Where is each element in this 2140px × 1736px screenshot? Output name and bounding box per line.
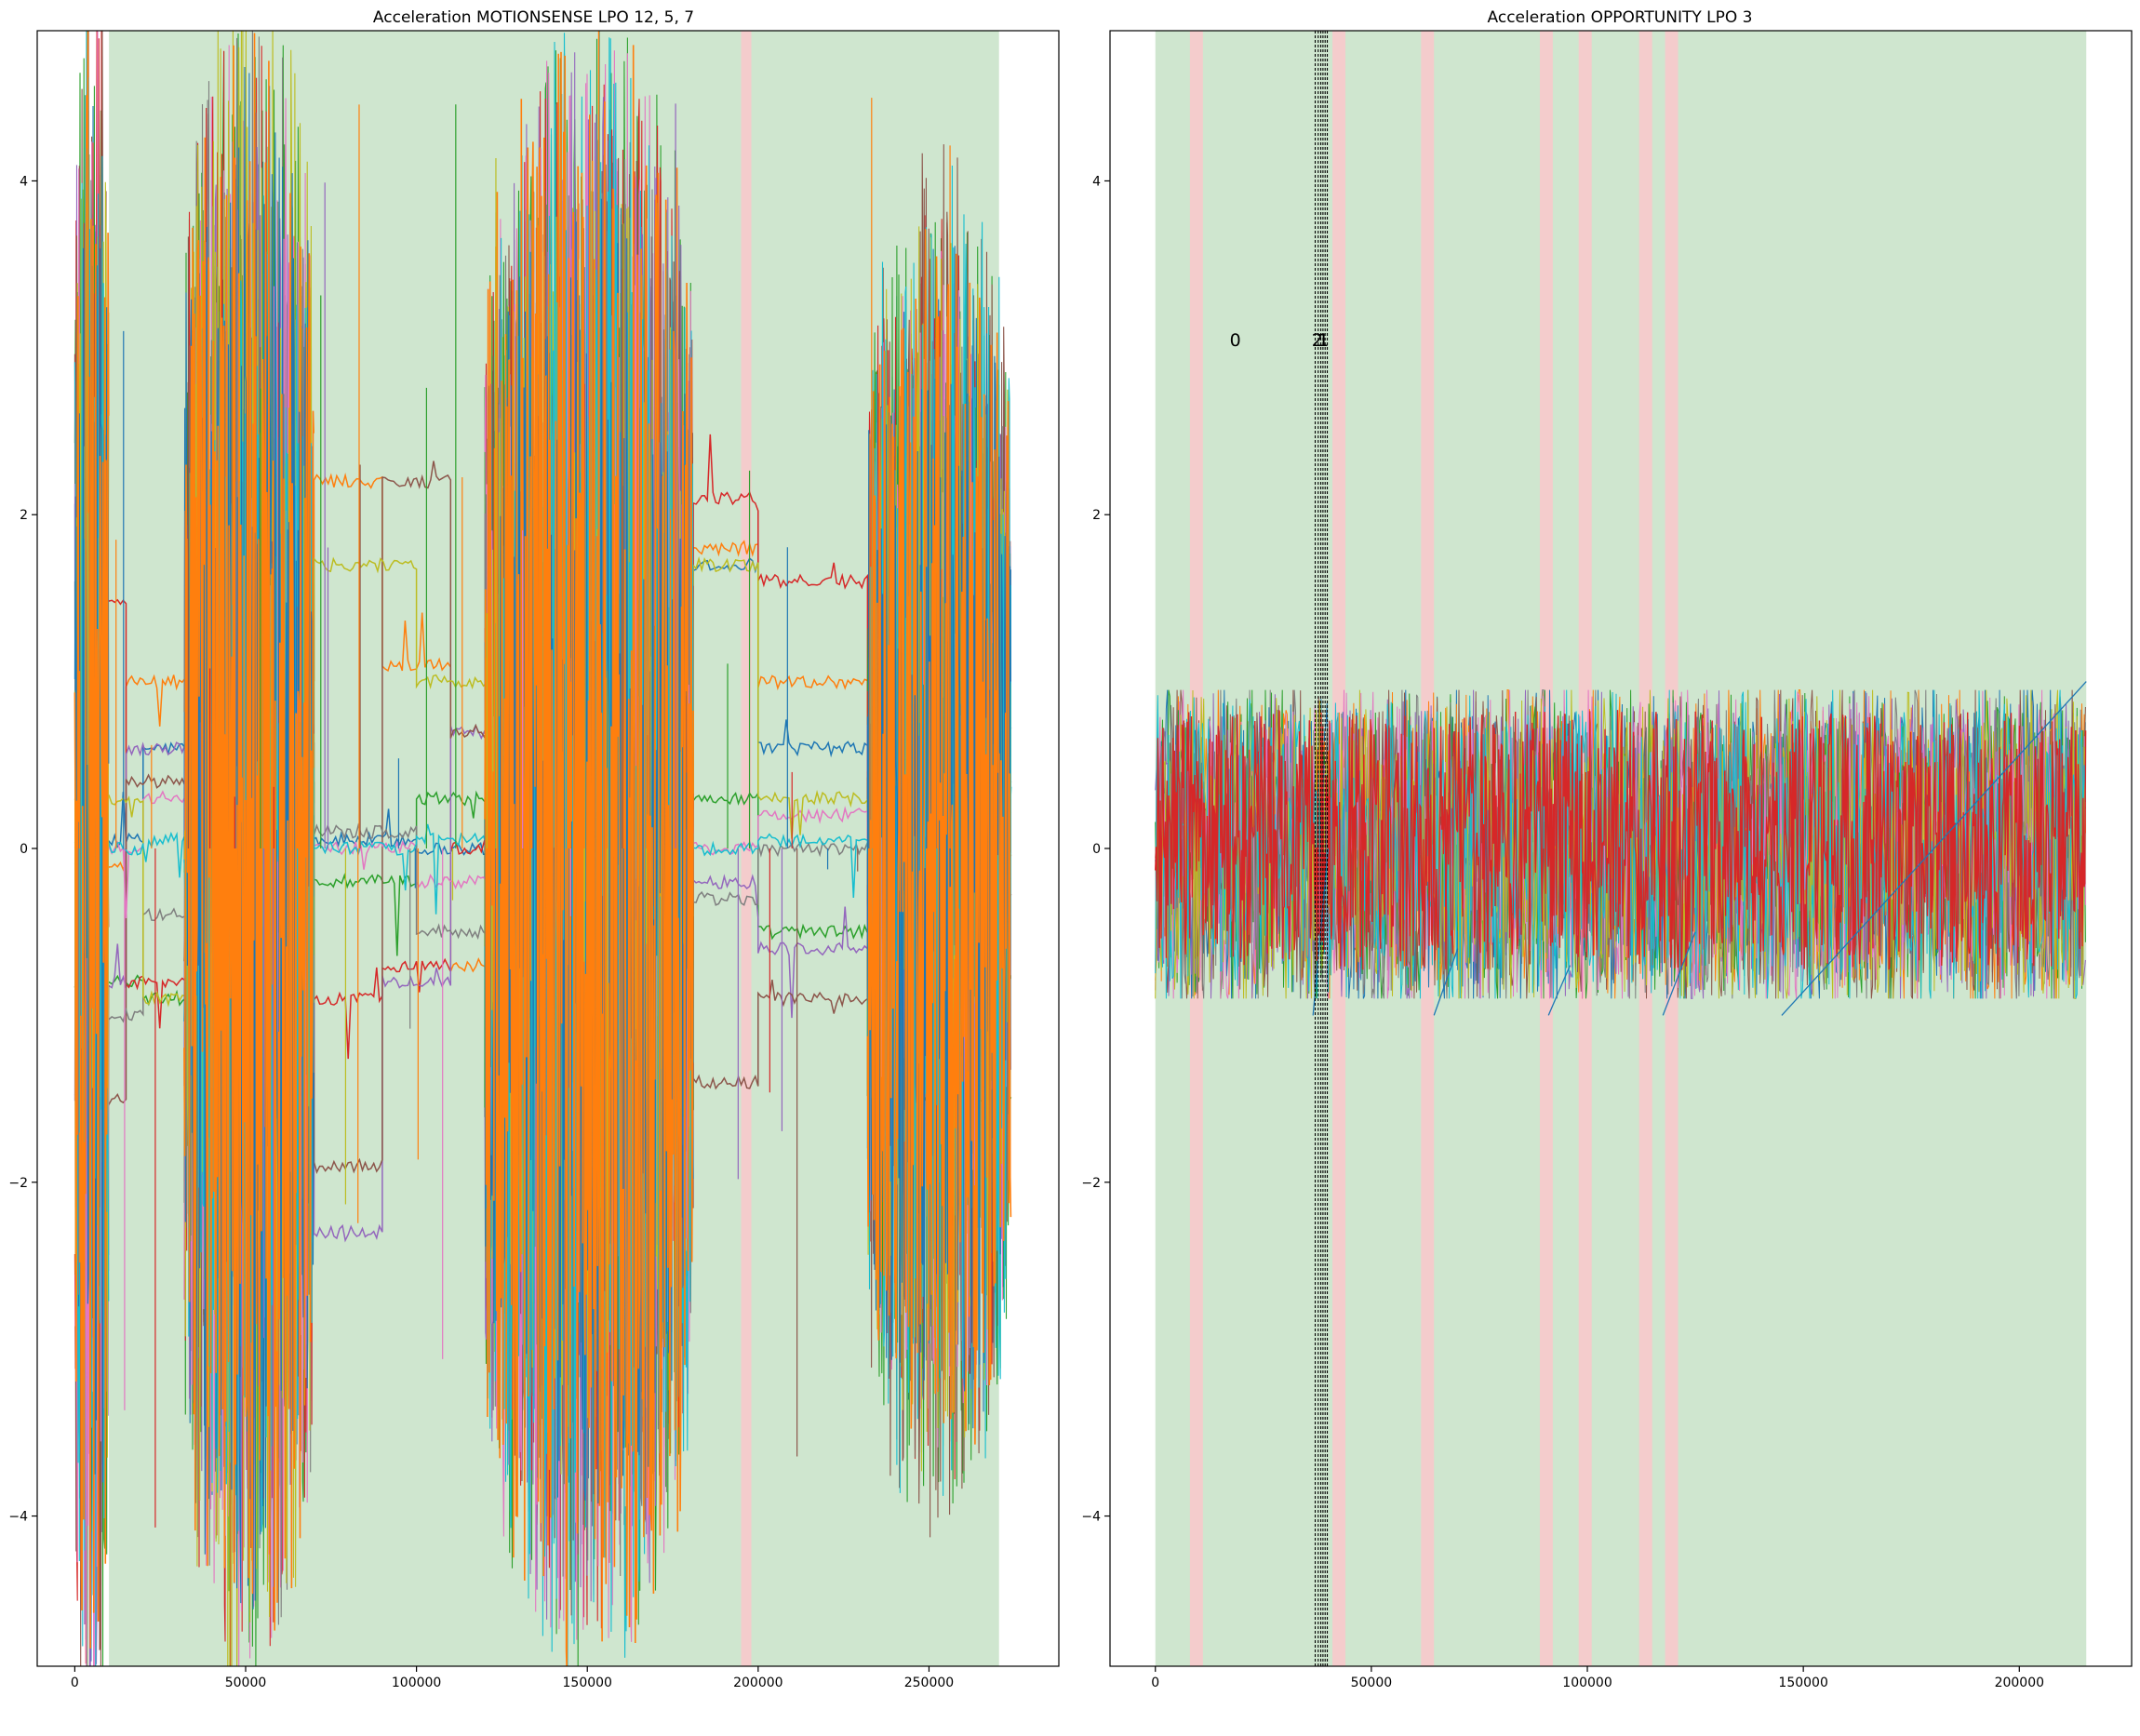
noise-trace bbox=[1155, 710, 2087, 970]
ramp-line bbox=[1781, 681, 2087, 1016]
x-tick-label: 50000 bbox=[225, 1676, 267, 1690]
burst-trace bbox=[484, 31, 694, 1666]
x-tick-label: 150000 bbox=[563, 1676, 612, 1690]
x-tick-label: 250000 bbox=[904, 1676, 954, 1690]
chart-title: Acceleration MOTIONSENSE LPO 12, 5, 7 bbox=[373, 8, 694, 27]
y-tick-label: 4 bbox=[1092, 174, 1101, 189]
ramp-line bbox=[1433, 948, 1459, 1016]
y-tick-label: −2 bbox=[1081, 1176, 1101, 1191]
y-tick-label: 4 bbox=[20, 174, 28, 189]
annotation-label: 1 bbox=[1317, 330, 1329, 351]
x-tick-label: 200000 bbox=[1995, 1676, 2044, 1690]
annotation-label: 2 bbox=[1312, 330, 1323, 351]
burst-trace bbox=[866, 229, 1012, 1445]
y-tick-label: −4 bbox=[1081, 1510, 1101, 1525]
ramp-line bbox=[1662, 931, 1696, 1016]
burst-trace bbox=[866, 299, 1011, 1392]
chart-title: Acceleration OPPORTUNITY LPO 3 bbox=[1488, 8, 1753, 27]
x-tick-label: 200000 bbox=[733, 1676, 782, 1690]
y-tick-label: 0 bbox=[1092, 842, 1101, 857]
annotation-label: 0 bbox=[1230, 330, 1241, 351]
chart-panel-opportunity: Acceleration OPPORTUNITY LPO 3 0 50000 100… bbox=[1081, 8, 2133, 1690]
x-tick-label: 150000 bbox=[1778, 1676, 1827, 1690]
y-tick-label: 2 bbox=[1092, 508, 1101, 523]
x-tick-label: 0 bbox=[71, 1676, 79, 1690]
y-tick-label: 0 bbox=[20, 842, 28, 857]
y-tick-label: 2 bbox=[20, 508, 28, 523]
ramp-line bbox=[1547, 965, 1572, 1016]
chart-panel-motionsense: Acceleration MOTIONSENSE LPO 12, 5, 7 0 5… bbox=[8, 8, 1060, 1690]
ramp-line bbox=[1312, 848, 1330, 1016]
burst-trace bbox=[74, 31, 110, 1649]
x-tick-label: 100000 bbox=[1562, 1676, 1612, 1690]
y-tick-label: −2 bbox=[8, 1176, 28, 1191]
x-tick-label: 0 bbox=[1151, 1676, 1159, 1690]
x-tick-label: 100000 bbox=[392, 1676, 441, 1690]
burst-trace bbox=[183, 33, 314, 1631]
y-tick-label: −4 bbox=[8, 1510, 28, 1525]
x-tick-label: 50000 bbox=[1351, 1676, 1393, 1690]
